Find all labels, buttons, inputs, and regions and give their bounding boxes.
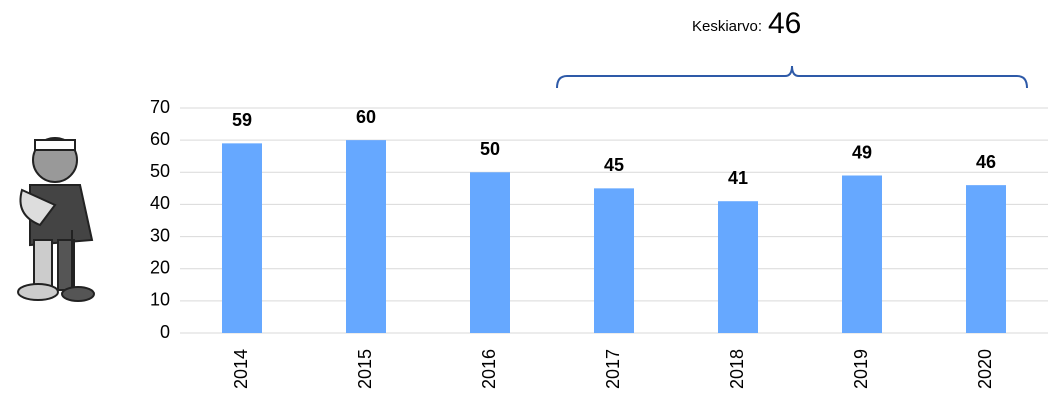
y-tick-label: 10 — [150, 290, 170, 310]
x-tick-label: 2019 — [851, 349, 871, 389]
bar — [594, 188, 634, 333]
y-tick-label: 50 — [150, 161, 170, 181]
value-label: 50 — [480, 139, 500, 159]
x-tick-label: 2017 — [603, 349, 623, 389]
value-label: 49 — [852, 142, 872, 162]
value-label: 46 — [976, 152, 996, 172]
bar — [346, 140, 386, 333]
x-tick-label: 2014 — [231, 349, 251, 389]
cartoon-figure — [17, 137, 95, 302]
value-label: 60 — [356, 107, 376, 127]
x-tick-label: 2020 — [975, 349, 995, 389]
annotation-value: 46 — [768, 7, 801, 40]
bar — [842, 175, 882, 333]
bar — [222, 143, 262, 333]
bar — [470, 172, 510, 333]
y-tick-label: 70 — [150, 97, 170, 117]
value-label: 41 — [728, 168, 748, 188]
x-tick-label: 2015 — [355, 349, 375, 389]
x-tick-label: 2018 — [727, 349, 747, 389]
y-tick-label: 30 — [150, 225, 170, 245]
bracket — [556, 65, 1028, 89]
x-tick-label: 2016 — [479, 349, 499, 389]
bar — [966, 185, 1006, 333]
annotation-label: Keskiarvo: — [692, 18, 762, 35]
bar — [718, 201, 758, 333]
y-tick-label: 0 — [160, 322, 170, 342]
y-tick-label: 40 — [150, 193, 170, 213]
y-tick-label: 20 — [150, 257, 170, 277]
value-label: 59 — [232, 110, 252, 130]
value-label: 45 — [604, 155, 624, 175]
y-tick-label: 60 — [150, 129, 170, 149]
